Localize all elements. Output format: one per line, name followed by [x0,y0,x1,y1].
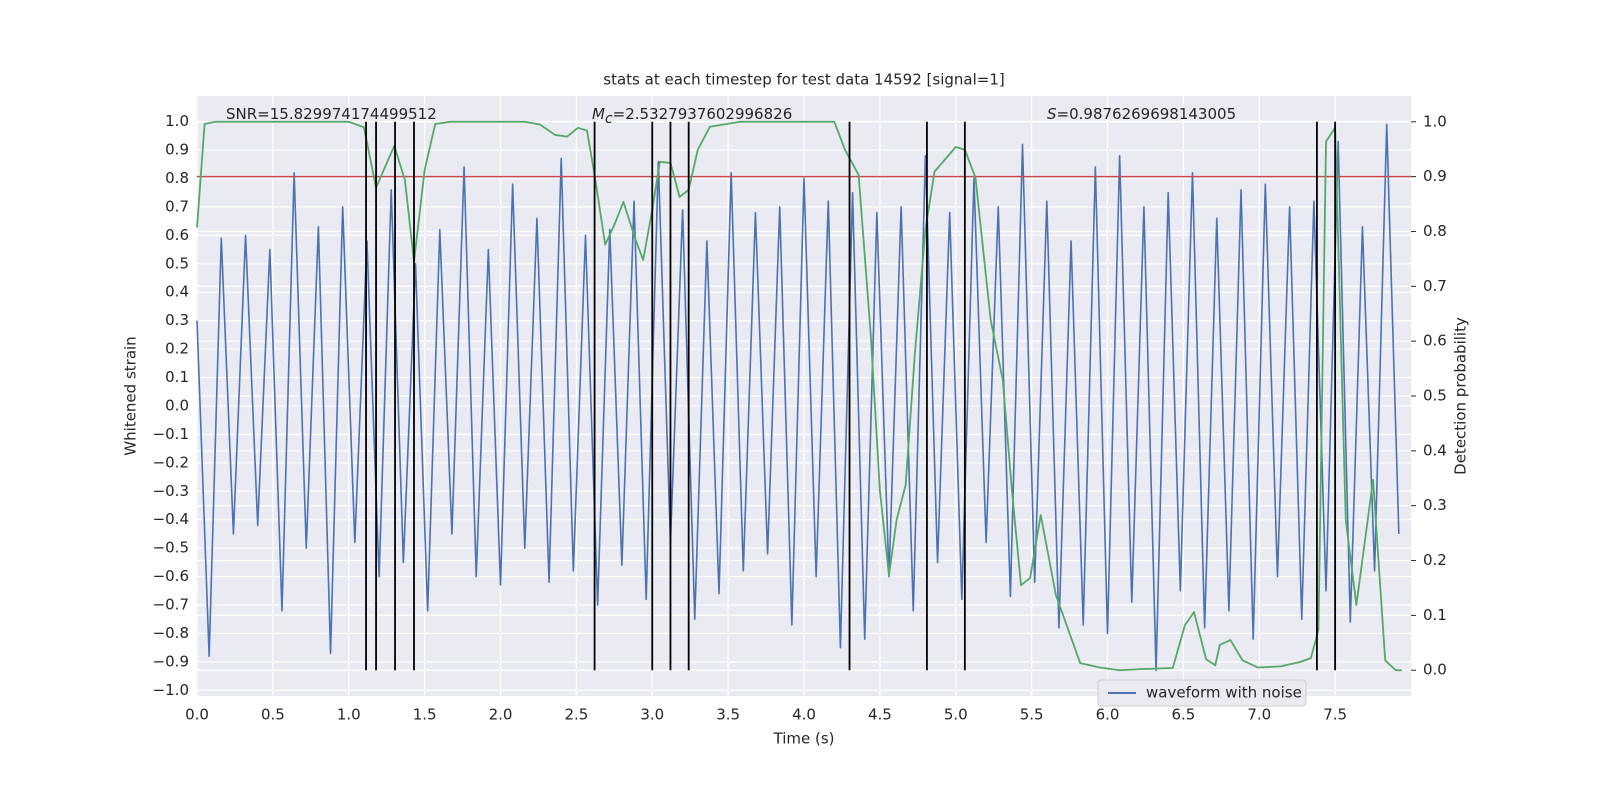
y2-tick-label: 0.1 [1423,606,1447,624]
y-tick-label: 0.6 [165,226,189,244]
y-tick-label: −0.6 [153,567,189,585]
y-tick-label: 0.9 [165,141,189,159]
y2-tick-label: 0.9 [1423,167,1447,185]
x-tick-label: 4.5 [868,706,892,724]
x-tick-label: 2.5 [564,706,588,724]
y-axis-label: Whitened strain [122,336,140,455]
annotation-part: M [592,105,605,123]
y2-tick-label: 0.4 [1423,441,1447,459]
y-tick-label: 1.0 [165,112,189,130]
y-tick-label: −0.9 [153,652,189,670]
y-tick-label: −0.2 [153,453,189,471]
legend-box [1097,679,1307,707]
x-tick-label: 5.0 [944,706,968,724]
marks [196,120,1411,672]
y2-tick-label: 0.2 [1423,551,1447,569]
y-tick-label: 0.2 [165,340,189,358]
chart-title: stats at each timestep for test data 145… [603,71,1004,89]
x-tick-label: 0.5 [261,706,285,724]
x-tick-label: 6.5 [1171,706,1195,724]
y-tick-label: 0.4 [165,283,189,301]
y-tick-label: 0.0 [165,396,189,414]
y-tick-label: −0.1 [153,425,189,443]
x-tick-label: 7.0 [1247,706,1271,724]
x-tick-label: 2.0 [489,706,513,724]
y-tick-label: 0.1 [165,368,189,386]
annotation: Mc=2.5327937602996826 [592,105,792,128]
x-tick-label: 1.0 [337,706,361,724]
y-tick-label: 0.8 [165,169,189,187]
y2-tick-label: 0.5 [1423,387,1447,405]
x-tick-label: 5.5 [1020,706,1044,724]
y-tick-label: −0.4 [153,510,189,528]
y2-axis-label: Detection probability [1452,317,1470,475]
annotation: S=0.9876269698143005 [1047,105,1236,123]
y-tick-label: −0.7 [153,596,189,614]
y-tick-label: −0.3 [153,482,189,500]
annotation: SNR=15.829974174499512 [226,105,437,123]
annotation-part: SNR=15.829974174499512 [226,105,437,123]
x-tick-label: 6.0 [1096,706,1120,724]
y2-tick-label: 0.3 [1423,496,1447,514]
x-tick-label: 1.5 [413,706,437,724]
y2-tick-label: 0.7 [1423,277,1447,295]
series-line [196,120,1402,672]
y-tick-label: −0.5 [153,539,189,557]
annotation-part: =2.5327937602996826 [613,105,793,123]
x-tick-label: 3.0 [640,706,664,724]
y2-tick-label: 0.6 [1423,332,1447,350]
y-tick-label: −1.0 [153,681,189,699]
annotation-part: =0.9876269698143005 [1057,105,1237,123]
annotation-part: S [1047,105,1057,123]
y-tick-label: 0.7 [165,197,189,215]
series-line [196,123,1400,672]
annotation-part: c [605,111,613,127]
y2-tick-label: 1.0 [1423,112,1447,130]
y2-tick-label: 0.0 [1423,661,1447,679]
y-tick-label: 0.5 [165,254,189,272]
x-tick-label: 3.5 [716,706,740,724]
legend-label: waveform with noise [1146,684,1302,702]
x-axis-label: Time (s) [773,730,835,748]
y-tick-label: −0.8 [153,624,189,642]
y2-tick-label: 0.8 [1423,222,1447,240]
x-tick-label: 7.5 [1323,706,1347,724]
y-tick-label: 0.3 [165,311,189,329]
x-tick-label: 4.0 [792,706,816,724]
x-tick-label: 0.0 [185,706,209,724]
